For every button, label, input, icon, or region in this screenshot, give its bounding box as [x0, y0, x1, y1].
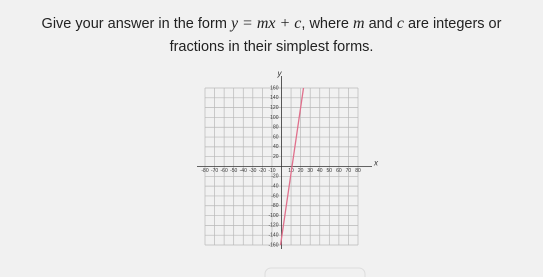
- y-tick-label: 40: [273, 144, 279, 150]
- y-tick-label: 60: [273, 134, 279, 140]
- x-tick-label: -30: [249, 168, 256, 174]
- variable: m: [352, 15, 365, 32]
- text: Give your answer in the form: [41, 16, 227, 32]
- variable: c: [396, 15, 404, 32]
- y-tick-label: 120: [270, 105, 279, 111]
- y-tick-label: -140: [268, 233, 278, 239]
- y-tick-label: 140: [270, 95, 279, 101]
- x-tick-label: -20: [259, 168, 266, 174]
- y-tick-label: -160: [268, 242, 278, 248]
- x-tick-label: -50: [230, 168, 237, 174]
- x-tick-label: 50: [327, 168, 333, 174]
- x-tick-label: 40: [317, 168, 323, 174]
- formula: y = mx + c: [230, 15, 302, 32]
- text: , where: [301, 16, 349, 32]
- x-tick-label: -10: [268, 168, 275, 174]
- x-tick-label: -70: [211, 168, 218, 174]
- y-tick-label: -40: [271, 183, 278, 189]
- x-tick-label: 70: [346, 168, 352, 174]
- y-tick-label: 100: [270, 115, 279, 121]
- line: [279, 87, 305, 246]
- question: Give your answer in the form y = mx + c,…: [0, 12, 543, 59]
- y-tick-label: -80: [271, 203, 278, 209]
- x-tick-label: -60: [221, 168, 228, 174]
- y-tick-label: -60: [271, 193, 278, 199]
- y-tick-label: -20: [271, 174, 278, 180]
- question-line: Give your answer in the form y = mx + c,…: [0, 12, 543, 36]
- x-tick-label: 60: [336, 168, 342, 174]
- button-outline: [264, 267, 366, 277]
- y-tick-label: 160: [270, 85, 279, 91]
- x-tick-label: 20: [298, 168, 304, 174]
- text: and: [368, 16, 393, 32]
- x-tick-label: -80: [201, 168, 208, 174]
- y-axis-label: y: [277, 69, 283, 78]
- x-tick-label: -40: [240, 168, 247, 174]
- y-tick-label: 80: [273, 125, 279, 131]
- x-tick-label: 30: [307, 168, 313, 174]
- y-tick-label: 20: [273, 154, 279, 160]
- text: are integers or: [407, 16, 502, 32]
- question-line: fractions in their simplest forms.: [169, 39, 374, 55]
- y-tick-label: -100: [268, 213, 278, 219]
- x-axis-label: x: [373, 159, 379, 168]
- x-tick-label: 80: [355, 168, 361, 174]
- y-tick-label: -120: [268, 223, 278, 229]
